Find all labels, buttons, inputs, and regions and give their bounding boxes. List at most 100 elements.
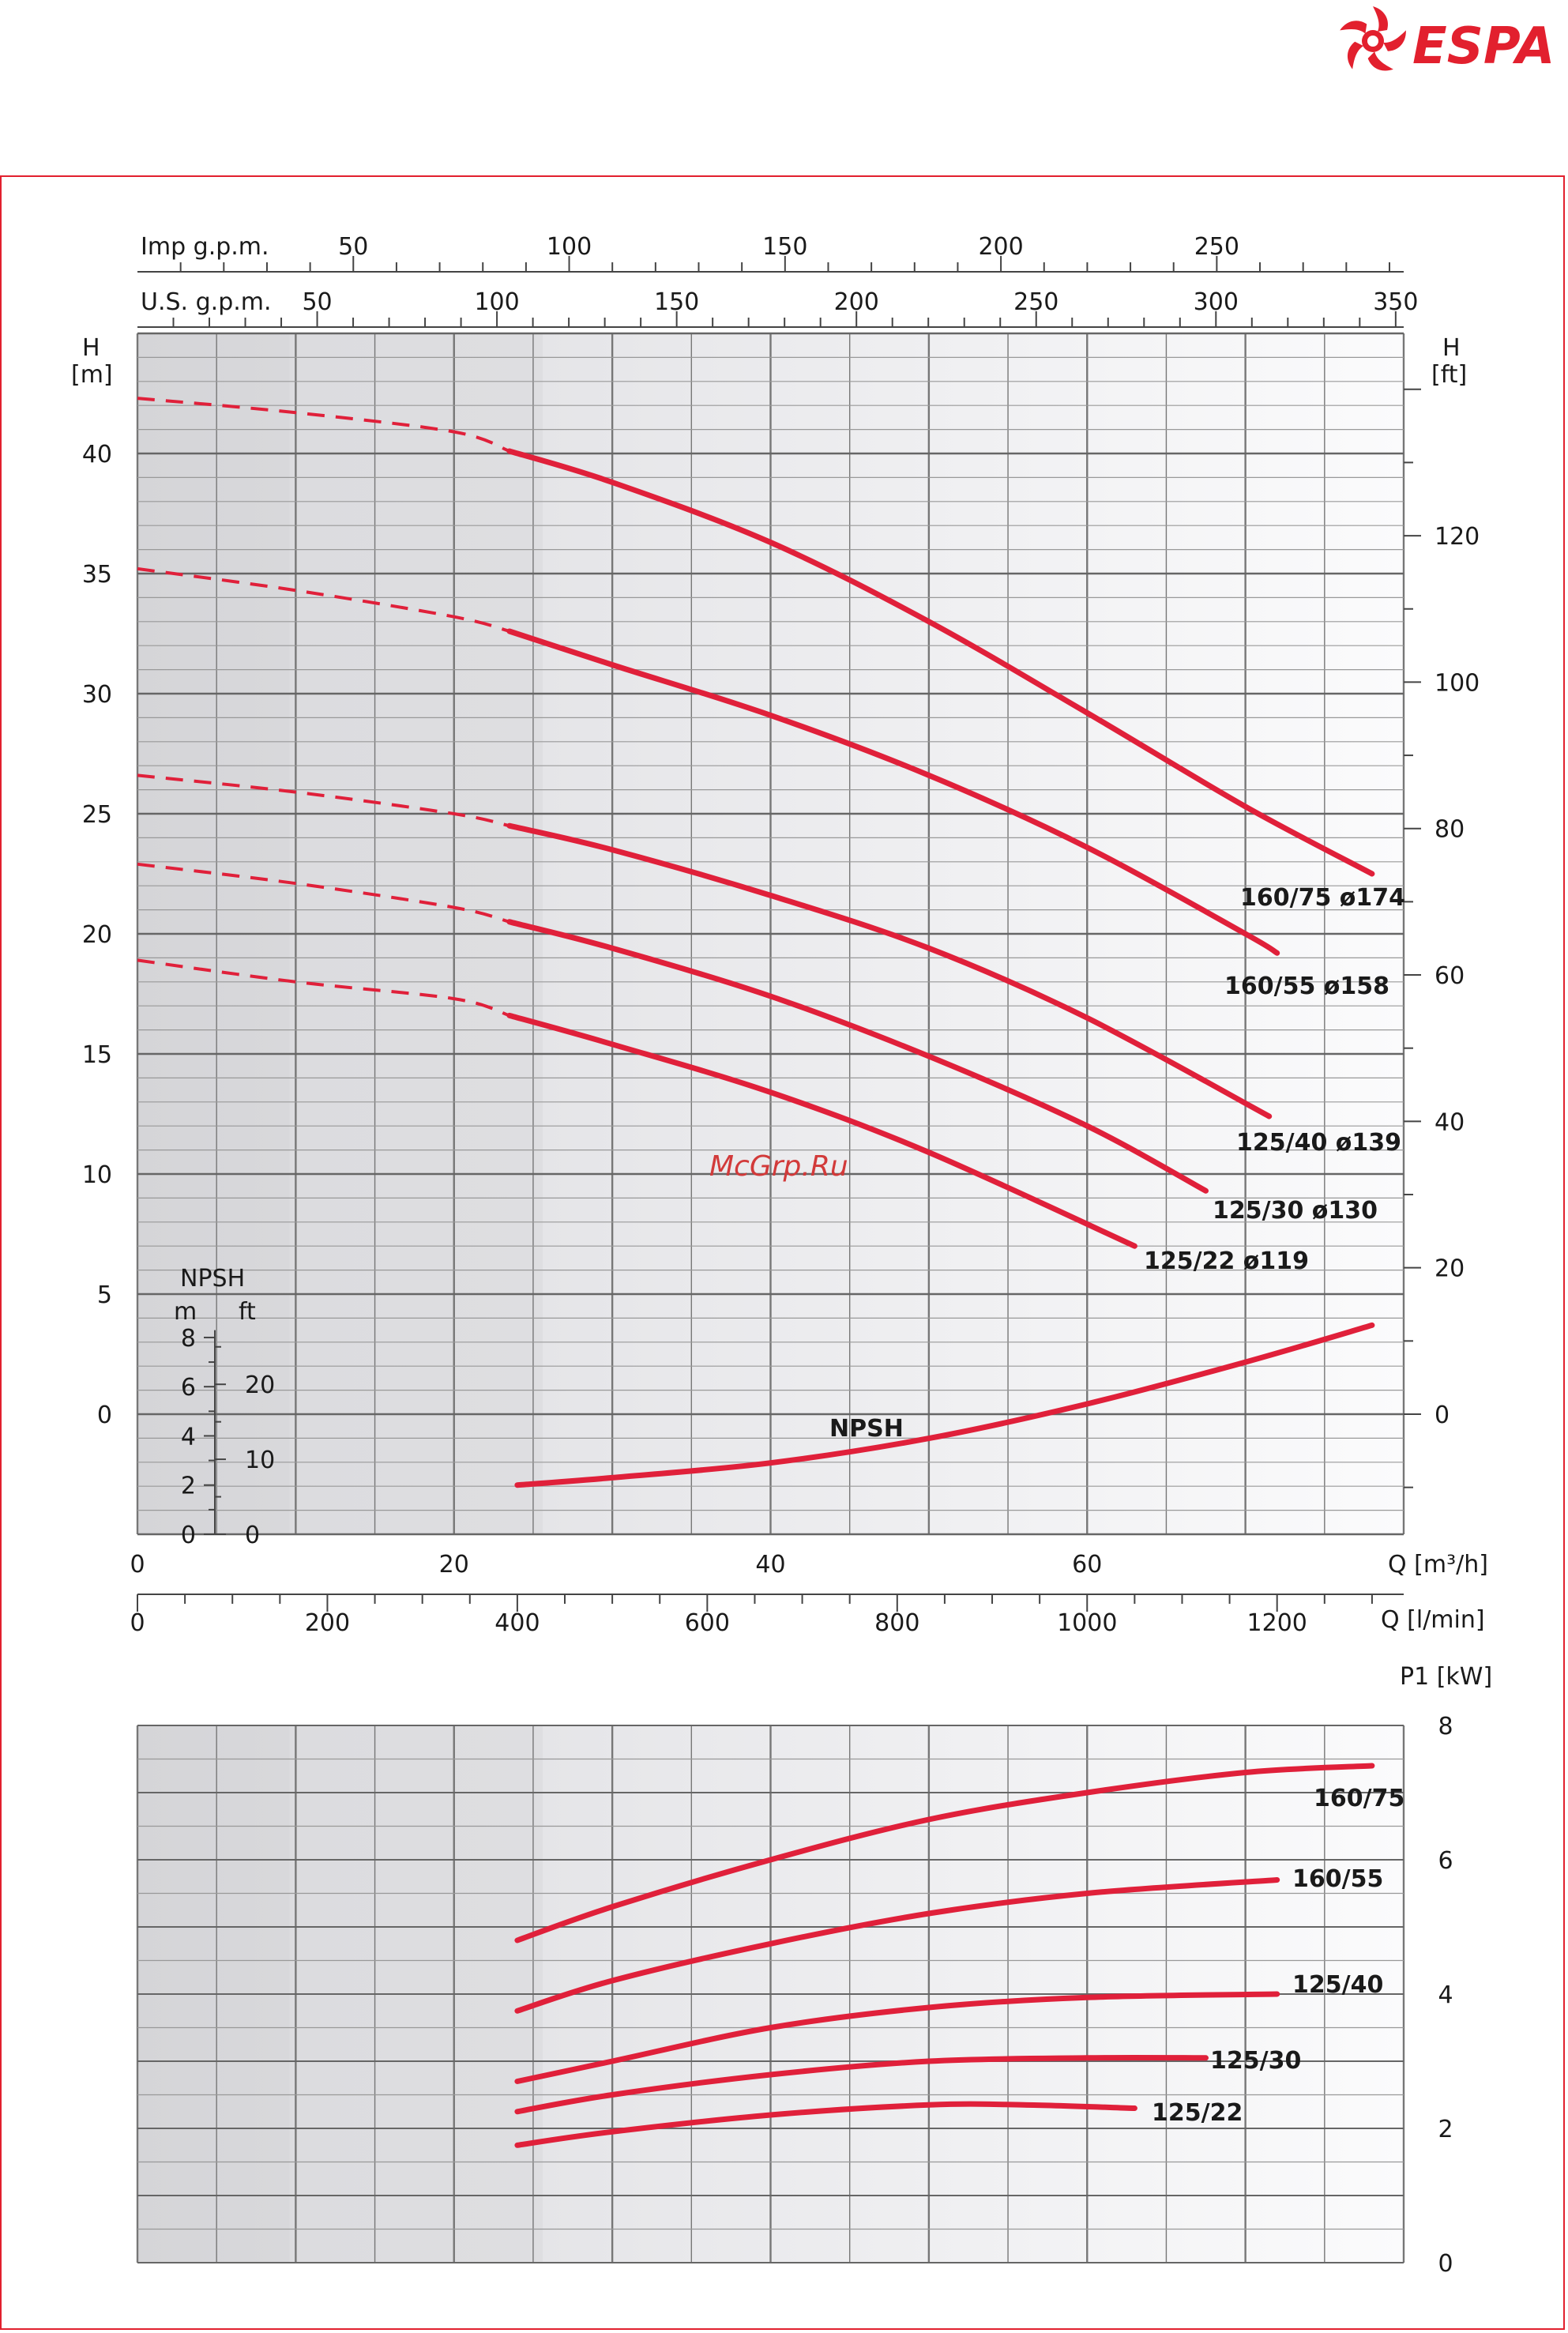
watermark-text: McGrp.Ru [709,1150,848,1183]
power-curve-label: 125/30 [1210,2047,1301,2075]
y-tick-label-m: 15 [82,1041,112,1069]
imp-gpm-label: Imp g.p.m. [141,233,269,261]
power-curve [514,1877,1280,2014]
us-gpm-tick-label: 200 [834,288,879,316]
head-curve-label: 125/22 ø119 [1144,1247,1309,1275]
npsh-m-tick-label: 2 [181,1473,196,1500]
us-gpm-tick-label: 50 [302,288,332,316]
npsh-m-tick-label: 6 [181,1374,196,1402]
espa-turbine-icon [1340,6,1406,71]
npsh-scale-title: NPSH [180,1265,245,1293]
y-tick-label-m: 25 [82,801,112,829]
y-tick-label-ft: 120 [1435,523,1480,551]
power-curve [514,2054,1209,2115]
power-curve-label: 160/75 [1314,1785,1404,1812]
brand-name: ESPA [1412,17,1555,76]
y-tick-label-m: 10 [82,1161,112,1189]
npsh-curve [514,1322,1375,1488]
x-axis-ticks: 0 20 40 600 200 400 600 800 1000 1200 [130,1551,1404,1637]
head-curve-label: 125/40 ø139 [1236,1129,1401,1157]
y-axis-right-title: H [1442,334,1461,362]
head-curve [506,628,1280,956]
us-gpm-label: U.S. g.p.m. [141,288,272,316]
x-tick-label-lmin: 600 [685,1609,730,1637]
power-tick-label: 8 [1438,1713,1453,1740]
us-gpm-tick-label: 350 [1373,288,1418,316]
npsh-scale: NPSH m ft 0 2 4 6 8 0 10 20 [174,1265,275,1549]
x-axis-lmin-label: Q [l/min] [1381,1606,1485,1634]
imp-gpm-tick-label: 150 [762,233,807,261]
head-curve [506,1012,1137,1249]
npsh-ft-tick-label: 0 [245,1522,260,1549]
x-tick-label-m3h: 20 [439,1551,469,1579]
npsh-m-tick-label: 8 [181,1325,196,1353]
y-tick-label-ft: 60 [1435,962,1465,990]
head-curve [506,919,1209,1194]
y-tick-label-ft: 0 [1435,1402,1450,1429]
x-tick-label-m3h: 40 [755,1551,785,1579]
x-tick-label-lmin: 1200 [1247,1609,1307,1637]
y-tick-label-m: 5 [97,1281,112,1309]
power-tick-label: 2 [1438,2116,1453,2143]
npsh-unit-m: m [174,1298,197,1326]
npsh-unit-ft: ft [239,1298,256,1326]
y-tick-label-m: 40 [82,441,112,468]
head-curve-dashed [137,566,510,633]
head-curve-dashed [137,958,510,1018]
espa-logo: ESPA [1340,6,1555,76]
power-curve-label: 125/22 [1152,2099,1243,2127]
power-axis-label: P1 [kW] [1400,1663,1492,1691]
y-tick-label-ft: 20 [1435,1255,1465,1283]
x-tick-label-lmin: 200 [305,1609,350,1637]
x-tick-label-lmin: 0 [130,1609,145,1637]
head-curve-label: 160/75 ø174 [1240,884,1405,912]
us-gpm-tick-label: 250 [1013,288,1058,316]
head-curve-dashed [137,773,510,828]
head-curve-label: 125/30 ø130 [1213,1197,1378,1225]
power-curve [514,2101,1137,2148]
head-curve-dashed [137,397,510,453]
head-grid [136,332,1405,1536]
imp-gpm-tick-label: 250 [1194,233,1239,261]
y-tick-label-m: 20 [82,921,112,949]
power-curve [514,1763,1375,1944]
x-tick-label-m3h: 0 [130,1551,145,1579]
power-curve-label: 125/40 [1292,1971,1383,1999]
npsh-curve-label: NPSH [829,1415,904,1443]
y-axis-left-unit: [m] [71,361,113,389]
y-tick-label-ft: 100 [1435,669,1480,697]
y-tick-label-m: 0 [97,1402,112,1429]
head-curve-label: 160/55 ø158 [1224,973,1389,1000]
x-tick-label-lmin: 1000 [1057,1609,1117,1637]
us-gpm-tick-label: 100 [474,288,519,316]
x-tick-label-lmin: 800 [874,1609,919,1637]
power-curve-label: 160/55 [1292,1865,1383,1893]
npsh-ft-tick-label: 10 [245,1447,275,1474]
y-tick-label-m: 30 [82,681,112,709]
power-curves: 160/75 160/55 125/40 125/30 125/22 [514,1763,1404,2148]
npsh-ft-tick-label: 20 [245,1372,275,1399]
chart-frame [0,175,1565,2330]
npsh-m-tick-label: 0 [181,1522,196,1549]
x-tick-label-lmin: 400 [494,1609,540,1637]
npsh-m-tick-label: 4 [181,1423,196,1451]
head-curve [506,822,1273,1119]
power-tick-label: 6 [1438,1847,1453,1875]
y-axis-left-title: H [82,334,100,362]
imp-gpm-tick-label: 200 [978,233,1023,261]
top-axes: Imp g.p.m. U.S. g.p.m. 50 100 150 200 250 50 1… [137,233,1418,328]
power-tick-label: 0 [1438,2250,1453,2278]
y-axis-right-unit: [ft] [1431,361,1467,389]
imp-gpm-tick-label: 50 [338,233,368,261]
y-tick-label-ft: 40 [1435,1108,1465,1136]
y-tick-label-ft: 80 [1435,816,1465,844]
head-curve-dashed [137,862,510,924]
x-axis-m3h-label: Q [m³/h] [1388,1551,1488,1579]
us-gpm-tick-label: 300 [1194,288,1239,316]
imp-gpm-tick-label: 100 [547,233,592,261]
y-tick-label-m: 35 [82,561,112,589]
x-tick-label-m3h: 60 [1072,1551,1102,1579]
power-curve [514,1991,1280,2084]
